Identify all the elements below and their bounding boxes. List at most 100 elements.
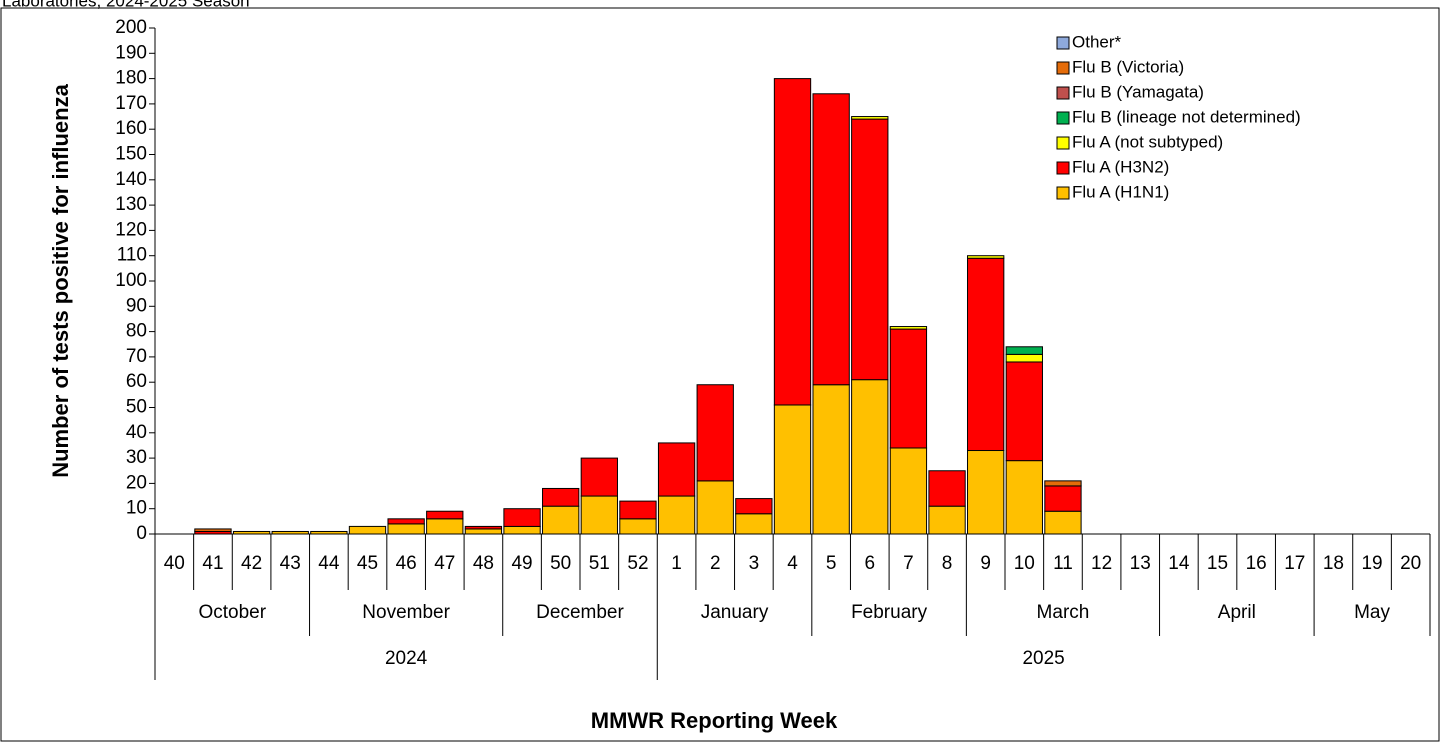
x-tick-label: 9 [980, 553, 991, 574]
x-tick-label: 14 [1168, 553, 1190, 574]
legend-swatch [1056, 86, 1070, 100]
x-tick-label: 19 [1361, 553, 1382, 574]
bar-segment [1005, 353, 1043, 363]
bar-segment [503, 525, 541, 535]
bar-segment [542, 487, 580, 507]
x-tick-label: 44 [318, 553, 340, 574]
x-tick-label: 8 [942, 553, 953, 574]
bar-segment [542, 505, 580, 535]
y-tick-label: 190 [115, 42, 147, 63]
legend-label: Flu B (Victoria) [1072, 57, 1184, 76]
legend-label: Other* [1072, 32, 1122, 51]
bar-segment [1044, 485, 1082, 512]
bar-segment [696, 480, 734, 535]
bar-segment [387, 523, 425, 535]
bar-segment [271, 530, 309, 535]
x-tick-label: 5 [826, 553, 837, 574]
x-tick-label: 16 [1246, 553, 1267, 574]
month-label: October [198, 602, 266, 623]
legend-label: Flu A (H3N2) [1072, 157, 1169, 176]
y-tick-label: 130 [115, 194, 147, 215]
bar-segment [889, 328, 928, 449]
y-tick-label: 30 [126, 447, 147, 468]
x-tick-label: 50 [550, 553, 571, 574]
x-tick-label: 11 [1053, 553, 1073, 574]
legend-swatch [1056, 61, 1070, 75]
legend-swatch [1056, 186, 1070, 200]
y-tick-label: 140 [115, 169, 147, 190]
x-tick-label: 49 [511, 553, 532, 574]
bar-segment [773, 404, 812, 535]
y-axis-title: Number of tests positive for influenza [48, 83, 73, 477]
y-tick-label: 50 [126, 397, 147, 418]
y-tick-label: 100 [115, 270, 147, 291]
x-tick-label: 6 [864, 553, 875, 574]
bar-segment [310, 530, 348, 535]
y-tick-label: 180 [115, 68, 147, 89]
x-tick-label: 15 [1207, 553, 1228, 574]
x-tick-label: 12 [1091, 553, 1112, 574]
bar-segment [735, 513, 773, 535]
x-tick-label: 51 [589, 553, 610, 574]
bar-segment [1005, 361, 1043, 462]
bar-segment [928, 505, 966, 535]
x-tick-label: 20 [1400, 553, 1421, 574]
x-tick-label: 3 [749, 553, 760, 574]
month-label: April [1218, 602, 1256, 623]
bar-segment [928, 470, 966, 507]
y-tick-label: 20 [126, 472, 147, 493]
bar-segment [657, 495, 696, 535]
y-tick-label: 200 [115, 17, 147, 38]
bar-segment [773, 78, 812, 406]
bar-segment [619, 500, 657, 520]
bar-segment [967, 255, 1005, 259]
bar-segment [1005, 460, 1043, 535]
bar-segment [696, 384, 734, 482]
legend-swatch [1056, 136, 1070, 150]
month-label: February [851, 602, 928, 623]
x-tick-label: 1 [671, 553, 682, 574]
x-tick-label: 7 [903, 553, 914, 574]
x-tick-label: 13 [1130, 553, 1151, 574]
bar-segment [889, 326, 928, 330]
bar-segment [1044, 480, 1082, 487]
x-tick-label: 43 [280, 553, 301, 574]
month-label: December [536, 602, 624, 623]
chart-subtitle: Laboratories, 2024-2025 Season [2, 0, 250, 10]
bar-segment [812, 93, 850, 386]
month-label: January [701, 602, 769, 623]
x-tick-label: 17 [1284, 553, 1305, 574]
bar-segment [348, 525, 387, 535]
y-tick-label: 170 [115, 93, 147, 114]
bar-segment [619, 518, 657, 535]
x-tick-label: 18 [1323, 553, 1344, 574]
bar-segment [657, 442, 696, 497]
bar-segment [812, 384, 850, 535]
y-tick-label: 80 [126, 321, 147, 342]
month-label: March [1037, 602, 1090, 623]
bar-segment [735, 498, 773, 515]
bar-segment [851, 116, 889, 120]
bar-segment [503, 508, 541, 527]
legend-swatch [1056, 36, 1070, 50]
bar-segment [889, 447, 928, 535]
bar-segment [426, 518, 464, 535]
bar-segment [1044, 510, 1082, 535]
legend-label: Flu B (lineage not determined) [1072, 107, 1301, 126]
bar-segment [851, 379, 889, 535]
bar-segment [580, 457, 618, 497]
bar-segment [464, 525, 503, 530]
y-tick-label: 90 [126, 295, 147, 316]
bar-segment [967, 257, 1005, 452]
legend-label: Flu A (not subtyped) [1072, 132, 1223, 151]
x-tick-label: 41 [202, 553, 223, 574]
x-tick-label: 4 [787, 553, 798, 574]
month-label: May [1354, 602, 1390, 623]
y-tick-label: 60 [126, 371, 147, 392]
x-axis-title: MMWR Reporting Week [591, 708, 838, 733]
y-tick-label: 160 [115, 118, 147, 139]
bar-segment [851, 118, 889, 381]
y-tick-label: 0 [136, 523, 147, 544]
